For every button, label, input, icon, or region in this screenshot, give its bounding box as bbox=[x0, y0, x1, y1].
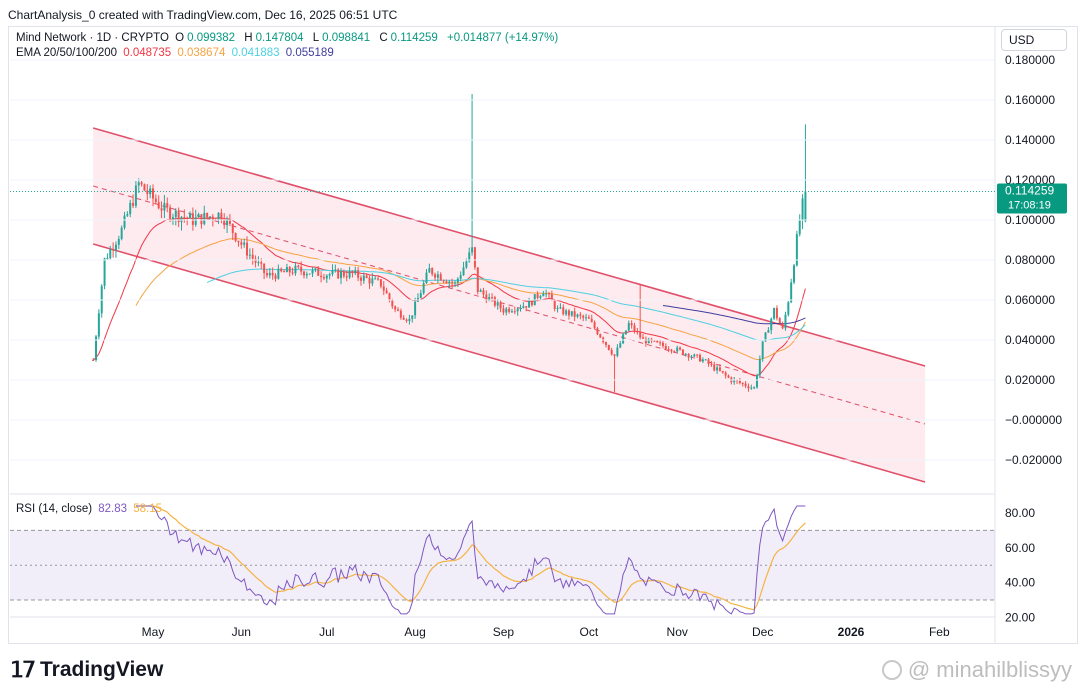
currency-selector[interactable]: USD bbox=[1001, 29, 1067, 51]
symbol-name[interactable]: Mind Network · 1D · CRYPTO bbox=[16, 32, 169, 44]
ema-label[interactable]: EMA 20/50/100/200 bbox=[16, 47, 118, 59]
ema100-value: 0.041883 bbox=[231, 47, 280, 59]
ema50-value: 0.038674 bbox=[177, 47, 226, 59]
rsi-label[interactable]: RSI (14, close) bbox=[16, 503, 93, 515]
user-watermark: @ minahilblissyy bbox=[881, 657, 1072, 683]
tradingview-mark-icon: 𝟣𝟩 bbox=[10, 657, 36, 682]
chart-frame bbox=[8, 26, 1078, 644]
price-legend: Mind Network · 1D · CRYPTO O 0.099382 H 0.… bbox=[16, 32, 561, 44]
ohlc-low: L 0.098841 bbox=[312, 32, 371, 44]
ema200-value: 0.055189 bbox=[285, 47, 334, 59]
ohlc-high: H 0.147804 bbox=[244, 32, 304, 44]
ohlc-open: O 0.099382 bbox=[175, 32, 236, 44]
rsi-value: 82.83 bbox=[98, 503, 128, 515]
rsi-legend: RSI (14, close) 82.83 58.15 bbox=[16, 503, 165, 515]
ema20-value: 0.048735 bbox=[123, 47, 172, 59]
ohlc-close: C 0.114259 bbox=[379, 32, 438, 44]
rsi-ma-value: 58.15 bbox=[133, 503, 163, 515]
ema-legend: EMA 20/50/100/200 0.048735 0.038674 0.04… bbox=[16, 47, 337, 59]
watermark-icon bbox=[881, 660, 902, 680]
created-by-header: ChartAnalysis_0 created with TradingView… bbox=[8, 8, 398, 22]
price-change: +0.014877 (+14.97%) bbox=[446, 32, 559, 44]
tradingview-logo: 𝟣𝟩 TradingView bbox=[10, 657, 164, 682]
